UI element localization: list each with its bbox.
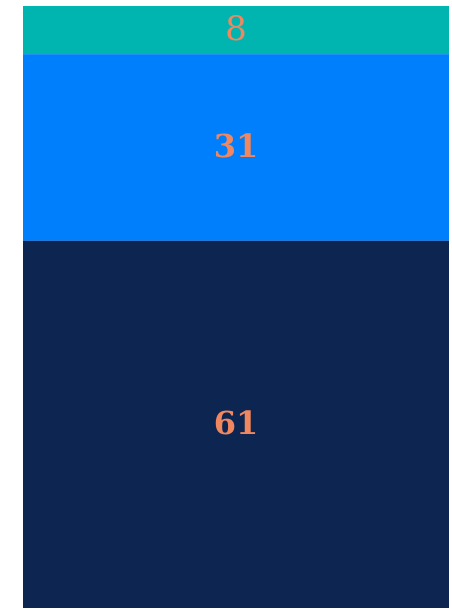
bar-segment [23,54,449,241]
bar-segment [23,240,449,608]
data-label: 8 [225,9,247,49]
data-label: 61 [214,404,259,442]
bar-segment [23,6,449,55]
data-label: 31 [214,127,259,165]
